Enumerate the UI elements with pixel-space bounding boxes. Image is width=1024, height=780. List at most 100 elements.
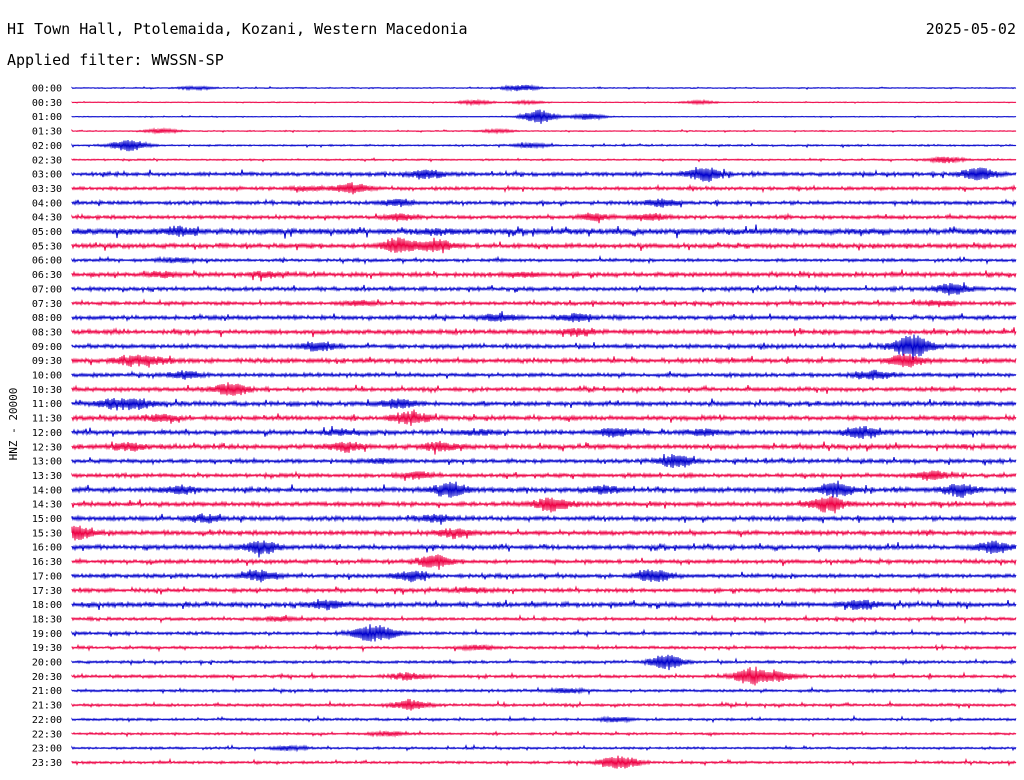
row-time-label: 05:30 (32, 241, 62, 252)
trace-line (71, 470, 1017, 481)
row-time-label: 12:30 (32, 442, 62, 453)
row-time-label: 16:00 (32, 543, 62, 554)
row-time-label: 05:00 (32, 227, 62, 238)
trace-line (71, 643, 1017, 653)
trace-line (71, 334, 1017, 361)
row-time-label: 10:00 (32, 371, 62, 382)
row-time-label: 19:30 (32, 643, 62, 654)
row-time-label: 18:00 (32, 600, 62, 611)
trace-line (71, 425, 1017, 439)
row-labels-group: 00:00 00:30 01:00 01:30 02:00 02:30 03:00 03:30… (32, 84, 62, 769)
trace-line (71, 714, 1017, 724)
row-time-label: 15:00 (32, 514, 62, 525)
trace-line (71, 525, 1017, 541)
row-time-label: 01:30 (32, 127, 62, 138)
row-time-label: 01:00 (32, 112, 62, 123)
row-time-label: 00:30 (32, 98, 62, 109)
trace-line (71, 554, 1017, 570)
row-time-label: 08:30 (32, 327, 62, 338)
trace-line (71, 398, 1017, 411)
row-time-label: 06:30 (32, 270, 62, 281)
trace-line (71, 569, 1017, 583)
row-time-label: 14:00 (32, 485, 62, 496)
trace-line (71, 624, 1017, 642)
row-time-label: 04:00 (32, 198, 62, 209)
trace-line (71, 282, 1017, 296)
row-time-label: 17:30 (32, 586, 62, 597)
date-label: 2025-05-02 (925, 20, 1016, 38)
trace-line (71, 327, 1017, 338)
row-time-label: 13:30 (32, 471, 62, 482)
trace-line (71, 755, 1017, 769)
row-time-label: 02:00 (32, 141, 62, 152)
trace-line (71, 496, 1017, 514)
row-time-label: 22:00 (32, 715, 62, 726)
trace-line (71, 139, 1017, 152)
row-time-label: 20:30 (32, 672, 62, 683)
trace-line (71, 237, 1017, 254)
trace-line (71, 480, 1017, 498)
trace-line (71, 255, 1017, 265)
station-title: HI Town Hall, Ptolemaida, Kozani, Wester… (7, 20, 468, 38)
trace-line (71, 599, 1017, 611)
row-time-label: 22:30 (32, 729, 62, 740)
row-time-label: 13:00 (32, 457, 62, 468)
trace-line (71, 666, 1017, 686)
trace-line (71, 686, 1017, 696)
row-time-label: 03:00 (32, 170, 62, 181)
trace-line (71, 743, 1017, 753)
row-time-label: 07:00 (32, 284, 62, 295)
trace-line (71, 98, 1017, 107)
row-time-label: 23:30 (32, 758, 62, 769)
trace-line (71, 729, 1017, 738)
trace-line (71, 453, 1017, 469)
trace-line (71, 269, 1017, 282)
row-time-label: 09:00 (32, 342, 62, 353)
row-time-label: 12:00 (32, 428, 62, 439)
trace-line (71, 513, 1017, 525)
trace-line (71, 311, 1017, 323)
row-time-label: 11:30 (32, 414, 62, 425)
row-time-label: 03:30 (32, 184, 62, 195)
row-time-label: 18:30 (32, 614, 62, 625)
row-time-label: 21:30 (32, 701, 62, 712)
trace-line (71, 369, 1017, 381)
trace-line (71, 198, 1017, 208)
trace-line (71, 127, 1017, 135)
filter-label: Applied filter: WWSSN-SP (7, 51, 224, 69)
trace-line (71, 585, 1017, 596)
trace-line (71, 440, 1017, 455)
row-time-label: 21:00 (32, 686, 62, 697)
trace-line (71, 224, 1017, 239)
trace-line (71, 382, 1017, 396)
row-time-label: 23:00 (32, 744, 62, 755)
trace-line (71, 614, 1017, 625)
trace-line (71, 353, 1017, 368)
trace-line (71, 156, 1017, 164)
row-time-label: 04:30 (32, 213, 62, 224)
row-time-label: 02:30 (32, 155, 62, 166)
trace-line (71, 698, 1017, 711)
trace-line (71, 166, 1017, 183)
row-time-label: 19:00 (32, 629, 62, 640)
row-time-label: 16:30 (32, 557, 62, 568)
row-time-label: 07:30 (32, 299, 62, 310)
trace-line (71, 298, 1017, 309)
trace-line (71, 84, 1017, 92)
traces-group (71, 84, 1017, 769)
row-time-label: 09:30 (32, 356, 62, 367)
y-axis-label: HNZ - 20000 (7, 388, 20, 461)
trace-line (71, 212, 1017, 224)
row-time-label: 15:30 (32, 528, 62, 539)
row-time-label: 06:00 (32, 256, 62, 267)
trace-line (71, 654, 1017, 671)
trace-line (71, 109, 1017, 124)
trace-line (71, 540, 1017, 558)
row-time-label: 14:30 (32, 500, 62, 511)
trace-line (71, 409, 1017, 426)
row-time-label: 11:00 (32, 399, 62, 410)
trace-line (71, 182, 1017, 195)
row-time-label: 17:00 (32, 571, 62, 582)
row-time-label: 00:00 (32, 84, 62, 95)
